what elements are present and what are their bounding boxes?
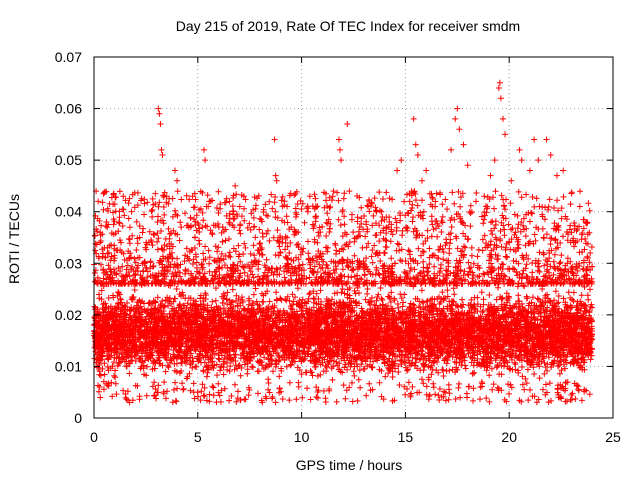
data-point [282, 296, 289, 303]
data-point [112, 367, 119, 374]
data-point [451, 291, 458, 298]
data-point [444, 287, 451, 294]
data-point [362, 296, 369, 303]
data-point [273, 289, 280, 296]
data-point [516, 298, 523, 305]
data-point [104, 363, 111, 370]
data-point [294, 285, 301, 292]
data-points [91, 79, 596, 406]
data-point [341, 290, 348, 297]
data-point [524, 366, 531, 373]
data-point [444, 293, 451, 300]
data-point [352, 290, 359, 297]
data-point [249, 364, 256, 371]
data-point [283, 363, 290, 370]
data-point [462, 365, 469, 372]
data-point [276, 373, 283, 380]
data-point [512, 361, 519, 368]
data-point [203, 373, 210, 380]
data-point [313, 290, 320, 297]
data-point [364, 290, 371, 297]
data-point [488, 365, 495, 372]
data-point [552, 288, 559, 295]
data-point [587, 286, 594, 293]
data-point [260, 298, 267, 305]
data-point [250, 291, 257, 298]
data-point [587, 356, 594, 363]
data-point [253, 298, 260, 305]
data-point [468, 296, 475, 303]
data-point [278, 367, 285, 374]
data-point [400, 299, 407, 306]
data-point [380, 301, 387, 308]
data-point [565, 289, 572, 296]
data-point [518, 363, 525, 370]
data-point [561, 365, 568, 372]
data-point [172, 295, 179, 302]
data-point [224, 289, 231, 296]
data-point [536, 375, 543, 382]
data-point [541, 359, 548, 366]
data-point [439, 366, 446, 373]
data-point [373, 297, 380, 304]
data-point [519, 373, 526, 380]
data-point [570, 289, 577, 296]
data-point [397, 291, 404, 298]
data-point [105, 294, 112, 301]
data-point [371, 352, 378, 359]
data-point [112, 374, 119, 381]
data-point [534, 295, 541, 302]
data-point [283, 297, 290, 304]
data-point [351, 372, 358, 379]
data-point [428, 371, 435, 378]
data-point [213, 372, 220, 379]
data-point [116, 359, 123, 366]
data-point [329, 376, 336, 383]
data-point [478, 289, 485, 296]
data-point [226, 367, 233, 374]
data-point [378, 295, 385, 302]
data-point [189, 364, 196, 371]
data-point [529, 294, 536, 301]
data-point [97, 372, 104, 379]
data-point [346, 357, 353, 364]
data-point [544, 367, 551, 374]
data-point [131, 287, 138, 294]
data-point [165, 364, 172, 371]
data-point [212, 297, 219, 304]
data-point [419, 376, 426, 383]
data-point [101, 371, 108, 378]
data-point [306, 291, 313, 298]
data-point [306, 290, 313, 297]
data-point [364, 286, 371, 293]
data-point [129, 295, 136, 302]
data-point [385, 370, 392, 377]
data-point [388, 289, 395, 296]
data-point [539, 286, 546, 293]
data-point [585, 296, 592, 303]
data-point [409, 354, 416, 361]
data-point [224, 366, 231, 373]
data-point [111, 372, 118, 379]
data-point [124, 299, 131, 306]
data-point [355, 376, 362, 383]
data-point [229, 286, 236, 293]
data-point [386, 355, 393, 362]
data-point [459, 296, 466, 303]
data-point [142, 357, 149, 364]
data-point [455, 384, 462, 391]
data-point [570, 297, 577, 304]
data-point [542, 364, 549, 371]
data-point [144, 363, 151, 370]
data-point [126, 370, 133, 377]
data-point [317, 287, 324, 294]
